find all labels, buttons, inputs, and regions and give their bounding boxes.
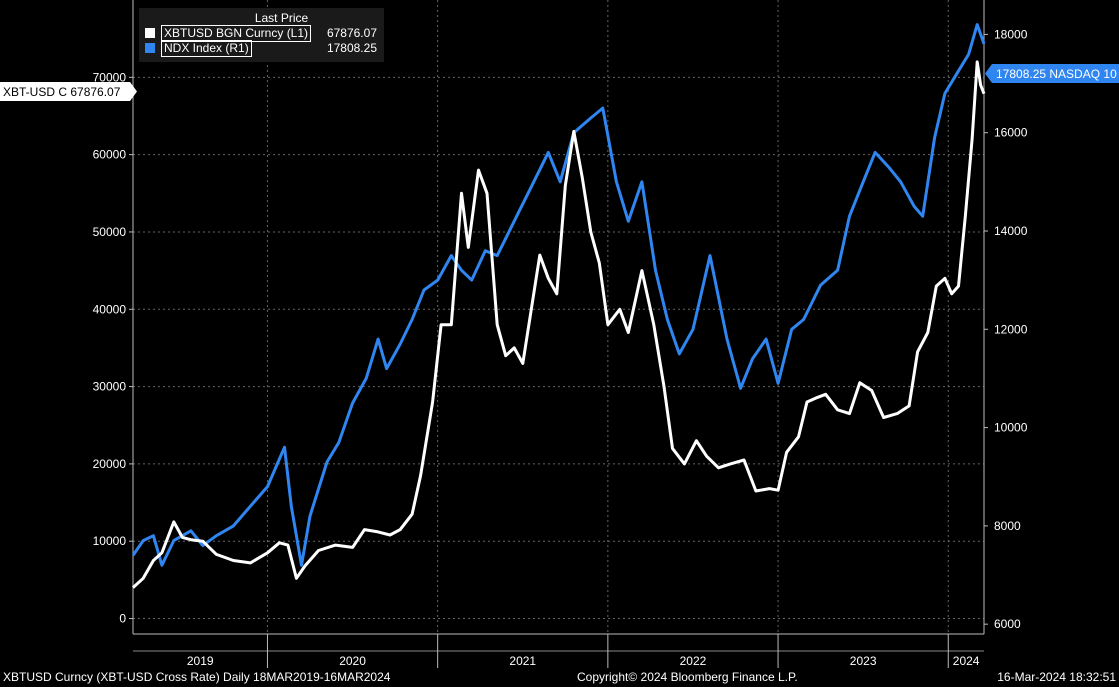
legend-name-ndx: NDX Index (R1) <box>161 40 252 57</box>
legend-item-ndx: NDX Index (R1) 17808.25 <box>139 40 384 57</box>
left-tick-label: 60000 <box>93 148 127 162</box>
series-lines <box>131 23 986 589</box>
year-label-2021: 2021 <box>509 654 536 668</box>
right-tick-label: 10000 <box>994 421 1028 435</box>
right-tick-label: 18000 <box>994 27 1028 41</box>
left-tick-label: 20000 <box>93 457 127 471</box>
legend-name-xbtusd: XBTUSD BGN Curncy (L1) <box>161 25 312 42</box>
left-tick-label: 70000 <box>93 70 127 84</box>
right-tick-label: 14000 <box>994 224 1028 238</box>
right-tag-label: 17808.25 NASDAQ 10 <box>996 67 1117 81</box>
left-tick-label: 10000 <box>93 534 127 548</box>
legend-header: Last Price <box>254 11 309 25</box>
right-axis-ticks: 6000 8000 10000 12000 14000 16000 18000 <box>984 27 1028 631</box>
axes <box>132 0 985 652</box>
x-axis-year-labels: 2019 2020 2021 2022 2023 2024 <box>187 634 980 668</box>
legend-value-ndx: 17808.25 <box>326 41 377 55</box>
right-tick-label: 6000 <box>994 617 1021 631</box>
legend-swatch-xbtusd <box>145 28 155 38</box>
left-tick-label: 30000 <box>93 380 127 394</box>
right-last-price-tag: 17808.25 NASDAQ 10 <box>985 64 1119 83</box>
footer-copyright: Copyright© 2024 Bloomberg Finance L.P. <box>577 670 798 684</box>
legend: Last Price XBTUSD BGN Curncy (L1) 67876.… <box>139 8 384 62</box>
grid-lines <box>133 0 984 634</box>
year-label-2023: 2023 <box>850 654 877 668</box>
left-tick-label: 40000 <box>93 302 127 316</box>
series-line-xbtusd <box>131 60 986 589</box>
footer-security-info: XBTUSD Curncy (XBT-USD Cross Rate) Daily… <box>3 670 391 684</box>
right-tick-label: 16000 <box>994 126 1028 140</box>
left-tag-label: XBT-USD C 67876.07 <box>3 85 121 99</box>
legend-value-xbtusd: 67876.07 <box>326 26 377 40</box>
left-last-price-tag: XBT-USD C 67876.07 <box>0 82 137 101</box>
left-tick-label: 0 <box>119 612 126 626</box>
right-tick-label: 12000 <box>994 322 1028 336</box>
year-label-2024: 2024 <box>953 654 980 668</box>
year-label-2019: 2019 <box>187 654 214 668</box>
legend-swatch-ndx <box>145 43 155 53</box>
right-tick-label: 8000 <box>994 519 1021 533</box>
footer-timestamp: 16-Mar-2024 18:32:51 <box>997 670 1116 684</box>
left-axis-ticks: 0 10000 20000 30000 40000 50000 60000 70000 <box>93 70 133 626</box>
year-label-2020: 2020 <box>339 654 366 668</box>
left-tick-label: 50000 <box>93 225 127 239</box>
legend-item-xbtusd: XBTUSD BGN Curncy (L1) 67876.07 <box>139 25 384 42</box>
series-line-ndx <box>131 23 986 567</box>
year-label-2022: 2022 <box>680 654 707 668</box>
plot-area <box>133 0 984 634</box>
